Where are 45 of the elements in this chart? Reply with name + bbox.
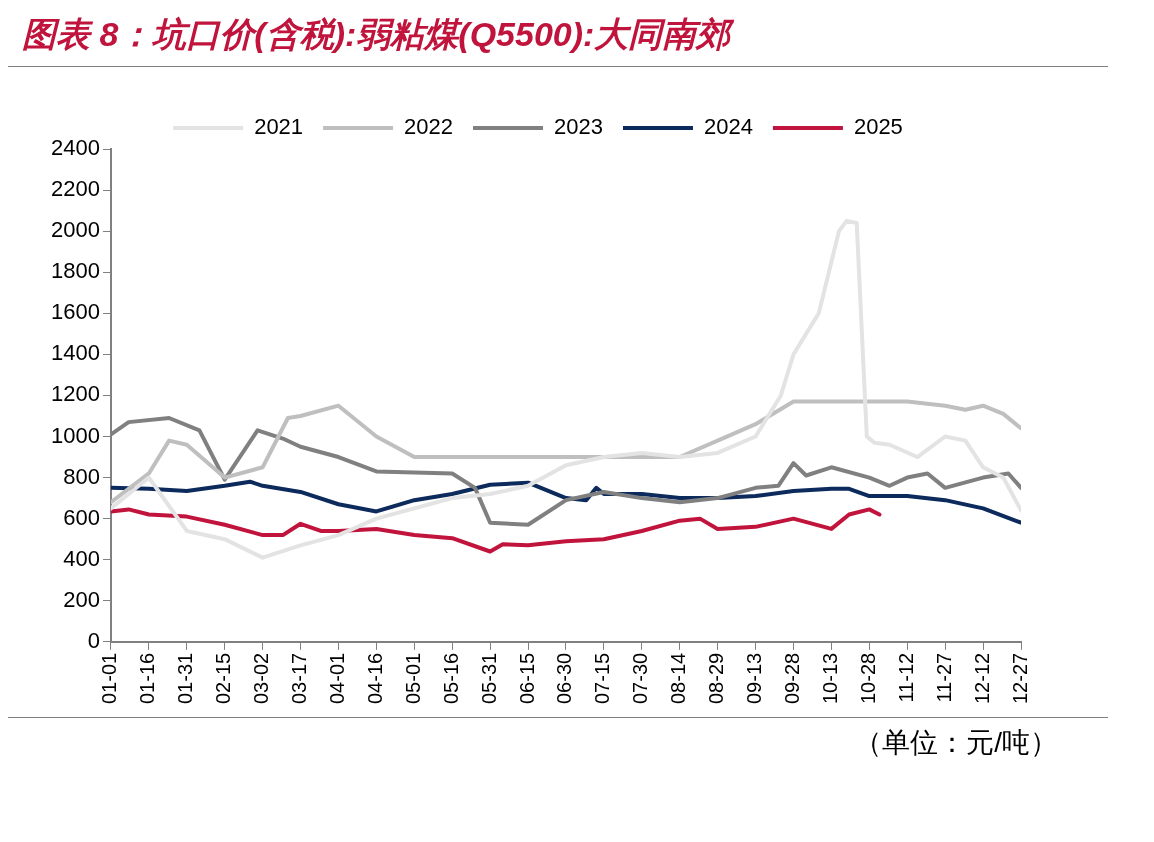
x-tick-label: 05-16 [439, 652, 462, 704]
legend-label: 2022 [404, 114, 454, 140]
x-tick-label: 09-28 [781, 652, 803, 704]
x-tick-label: 05-01 [401, 652, 424, 704]
x-tick-label: 12-12 [970, 652, 993, 704]
y-tick-label: 0 [87, 627, 100, 653]
x-tick-label: 04-01 [325, 652, 348, 704]
x-tick-label: 01-01 [98, 652, 121, 704]
y-tick-label: 400 [63, 545, 100, 571]
chart-title: 图表 8：坑口价(含税):弱粘煤(Q5500):大同南郊 [8, 8, 1108, 67]
x-tick-label: 04-16 [363, 652, 386, 704]
x-tick-label: 11-27 [932, 652, 955, 703]
x-tick-label: 11-12 [894, 652, 917, 703]
y-tick-label: 2400 [50, 135, 100, 161]
x-tick-label: 10-13 [818, 652, 841, 704]
x-tick-label: 01-31 [174, 652, 197, 704]
y-tick-label: 200 [63, 586, 100, 612]
y-tick-label: 2000 [50, 217, 100, 243]
x-tick-label: 06-30 [553, 652, 576, 704]
y-tick-label: 800 [63, 463, 100, 489]
x-tick-label: 08-14 [667, 652, 690, 704]
y-tick-label: 600 [63, 504, 100, 530]
legend-label: 2021 [254, 114, 304, 140]
x-tick-label: 09-13 [743, 652, 766, 704]
x-tick-label: 06-15 [515, 652, 538, 704]
x-tick-label: 12-27 [1008, 652, 1031, 704]
x-tick-label: 05-31 [477, 652, 500, 704]
x-tick-label: 02-15 [212, 652, 235, 704]
y-tick-label: 1800 [50, 258, 100, 284]
x-tick-label: 08-29 [705, 652, 728, 704]
y-tick-label: 2200 [50, 176, 100, 202]
legend-label: 2024 [703, 114, 753, 140]
y-tick-label: 1000 [50, 422, 100, 448]
x-tick-label: 03-17 [288, 652, 311, 704]
x-tick-label: 03-02 [250, 652, 273, 704]
y-tick-label: 1400 [50, 340, 100, 366]
text: （单位：元/吨） [853, 726, 1058, 760]
x-tick-label: 07-15 [591, 652, 614, 704]
y-tick-label: 1600 [50, 299, 100, 325]
x-tick-label: 01-16 [136, 652, 159, 704]
x-tick-label: 10-28 [856, 652, 879, 704]
legend-label: 2023 [554, 114, 603, 140]
y-tick-label: 1200 [50, 381, 100, 407]
x-tick-label: 07-30 [629, 652, 652, 704]
legend-label: 2025 [853, 114, 903, 140]
